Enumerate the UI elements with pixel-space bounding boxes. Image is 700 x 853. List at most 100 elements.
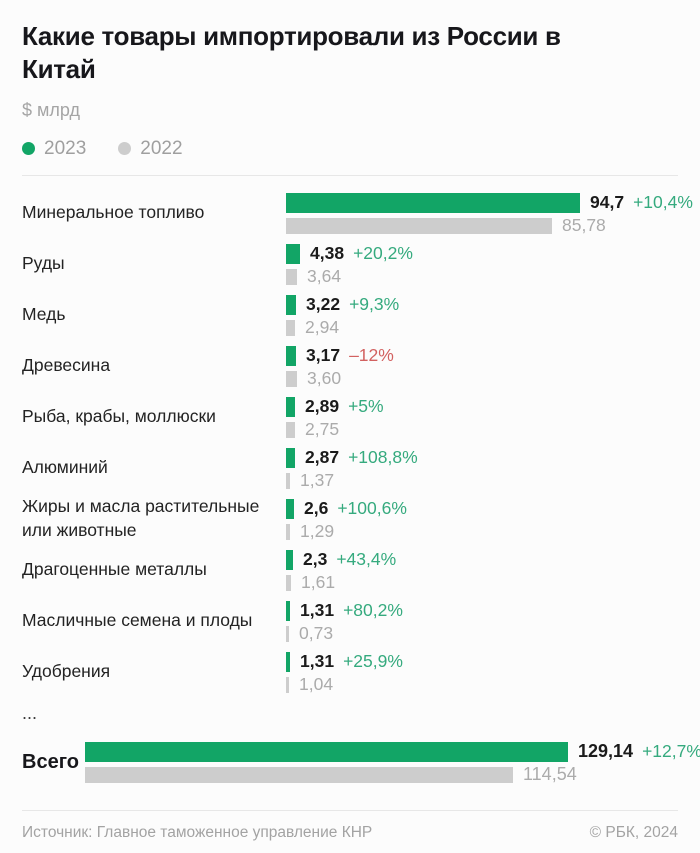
legend-item-2023: 2023 (22, 138, 86, 160)
bar-2022 (286, 268, 297, 285)
bar-2022 (286, 217, 552, 234)
bar-2022 (286, 472, 290, 489)
value-2022: 1,04 (299, 674, 334, 695)
bar-2022 (286, 421, 295, 438)
bar-2022 (286, 319, 295, 336)
legend-label-2023: 2023 (44, 137, 87, 159)
bar-line-2023: 2,87 +108,8% (286, 447, 678, 468)
bar-2022 (286, 676, 289, 693)
row-bars: 2,87 +108,8% 1,37 (286, 447, 678, 491)
total-value-2023: 129,14 (578, 741, 634, 762)
change-percent: +5% (348, 396, 384, 417)
bar-2023 (286, 294, 296, 315)
category-label: Минеральное топливо (22, 202, 205, 223)
bar-line-2022: 2,75 (286, 419, 678, 440)
bar-2023 (286, 396, 295, 417)
bar-2022 (286, 523, 290, 540)
row-bars: 3,17 –12% 3,60 (286, 345, 678, 388)
change-percent: +108,8% (348, 447, 418, 468)
legend: 2023 2022 (22, 138, 678, 160)
value-2022: 2,75 (305, 419, 340, 440)
bar-2023 (286, 498, 294, 519)
value-2023: 1,31 (300, 651, 335, 672)
chart-row: Удобрения 1,31 +25,9% 1,04 (22, 651, 678, 695)
chart-row: Масличные семена и плоды 1,31 +80,2% 0,73 (22, 600, 678, 643)
value-2023: 2,87 (305, 447, 340, 468)
category-label: Масличные семена и плоды (22, 610, 253, 631)
bar-line-2022: 85,78 (286, 215, 693, 236)
bar-line-2023: 4,38 +20,2% (286, 243, 678, 264)
bar-2023 (286, 243, 300, 264)
bar-line-2022: 1,04 (286, 674, 678, 695)
bar-2023 (286, 345, 296, 366)
row-bars: 4,38 +20,2% 3,64 (286, 243, 678, 287)
bar-line-2023: 3,17 –12% (286, 345, 678, 366)
chart-row: Драгоценные металлы 2,3 +43,4% 1,61 (22, 549, 678, 593)
total-change-percent: +12,7% (642, 741, 700, 762)
change-percent: +80,2% (343, 600, 403, 621)
value-2022: 1,37 (300, 470, 335, 491)
legend-dot-2023 (22, 142, 35, 156)
change-percent: +100,6% (337, 498, 407, 519)
category-label: Рыба, крабы, моллюски (22, 406, 216, 427)
chart-row: Рыба, крабы, моллюски 2,89 +5% 2,75 (22, 396, 678, 440)
value-2022: 1,29 (300, 521, 335, 542)
bar-2022 (286, 625, 289, 642)
row-bars: 3,22 +9,3% 2,94 (286, 294, 678, 338)
total-bar-2023 (85, 741, 568, 762)
category-label: Удобрения (22, 661, 111, 682)
total-value-2022: 114,54 (523, 764, 577, 785)
legend-item-2022: 2022 (118, 137, 183, 160)
value-2022: 2,94 (305, 317, 340, 338)
bar-line-2022: 0,73 (286, 623, 678, 643)
bar-2023 (286, 651, 290, 672)
value-2023: 3,17 (306, 345, 341, 366)
row-bars: 94,7 +10,4% 85,78 (286, 192, 693, 236)
category-label: Драгоценные металлы (22, 559, 207, 580)
bar-line-2022: 3,60 (286, 368, 678, 388)
footer: Источник: Главное таможенное управление … (22, 824, 678, 842)
change-percent: +10,4% (633, 192, 693, 213)
value-2023: 4,38 (310, 243, 345, 264)
total-bar-line-2023: 129,14 +12,7% (85, 741, 700, 762)
units-label: $ млрд (22, 99, 80, 120)
value-2023: 3,22 (306, 294, 341, 315)
row-bars: 2,6 +100,6% 1,29 (286, 498, 678, 542)
footer-divider (22, 809, 678, 811)
bar-line-2022: 1,29 (286, 521, 678, 542)
value-2022: 3,64 (307, 266, 342, 287)
source-text: Источник: Главное таможенное управление … (22, 823, 373, 841)
header-divider (22, 174, 678, 176)
bar-line-2022: 3,64 (286, 266, 678, 287)
chart-row: Медь 3,22 +9,3% 2,94 (22, 294, 678, 338)
chart-row: Алюминий 2,87 +108,8% 1,37 (22, 447, 678, 491)
chart-row: Жиры и масла растительные или животные 2,… (22, 496, 678, 542)
value-2023: 1,31 (300, 600, 335, 621)
bar-line-2023: 94,7 +10,4% (286, 192, 693, 213)
value-2022: 1,61 (301, 572, 336, 593)
bar-line-2022: 2,94 (286, 317, 678, 338)
bar-2023 (286, 192, 580, 213)
total-bar-line-2022: 114,54 (85, 764, 700, 785)
value-2023: 2,6 (304, 498, 329, 519)
chart-row: Древесина 3,17 –12% 3,60 (22, 345, 678, 388)
category-label: Древесина (22, 355, 111, 376)
bar-2023 (286, 447, 295, 468)
legend-label-2022: 2022 (140, 137, 183, 159)
total-bar-2022 (85, 766, 513, 783)
change-percent: +20,2% (353, 243, 413, 264)
bar-line-2023: 2,3 +43,4% (286, 549, 678, 570)
page-title: Какие товары импортировали из России в К… (22, 21, 561, 85)
bar-2022 (286, 574, 291, 591)
bar-line-2023: 2,6 +100,6% (286, 498, 678, 519)
change-percent: +9,3% (349, 294, 400, 315)
total-row: Всего 129,14 +12,7% 114,54 (22, 741, 700, 784)
bar-2023 (286, 600, 290, 621)
bar-line-2023: 3,22 +9,3% (286, 294, 678, 315)
bar-2023 (286, 549, 293, 570)
category-label: Руды (22, 253, 65, 274)
row-bars: 2,3 +43,4% 1,61 (286, 549, 678, 593)
change-percent: +25,9% (343, 651, 403, 672)
value-2022: 85,78 (562, 215, 606, 236)
